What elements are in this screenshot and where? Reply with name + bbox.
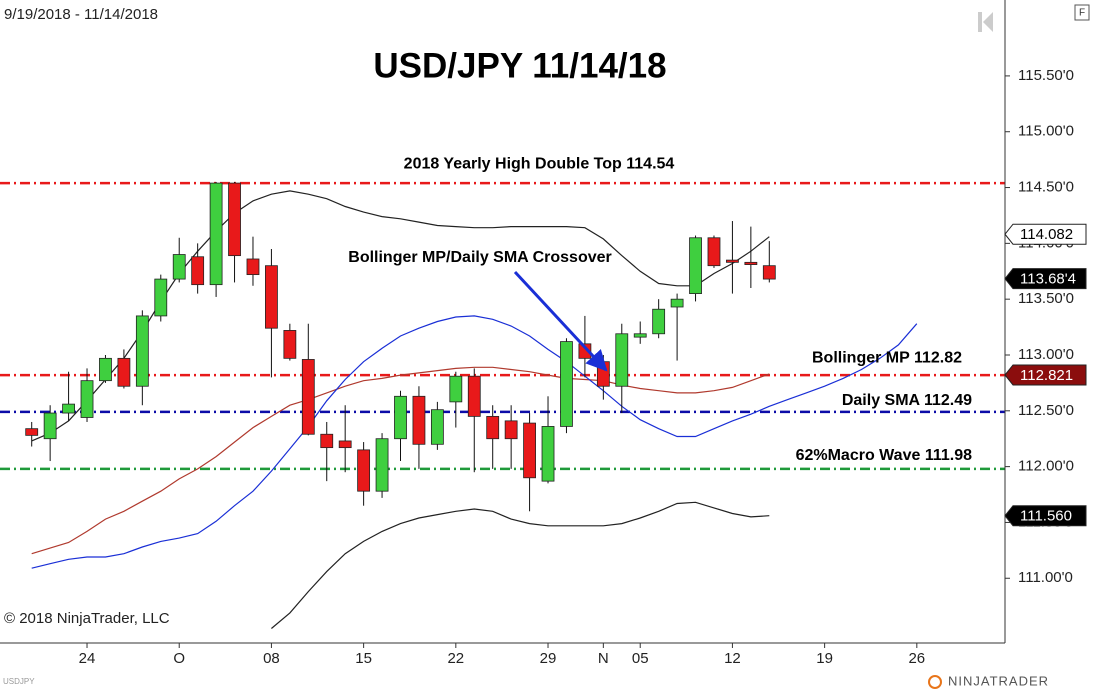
candle-body: [154, 278, 168, 317]
y-tick-label: 113.50'0: [1018, 290, 1074, 307]
candle-body: [394, 395, 407, 440]
candle-body: [633, 333, 647, 338]
corner-button[interactable]: [1074, 4, 1090, 21]
candle-body: [283, 330, 297, 359]
level-label: 2018 Yearly High Double Top 114.54: [404, 155, 675, 172]
y-tick-label: 112.50'0: [1018, 402, 1074, 419]
candle-body: [357, 449, 371, 492]
price-marker-label: 112.821: [1020, 367, 1073, 384]
level-label: 62%Macro Wave 111.98: [796, 447, 973, 464]
candle-body: [117, 357, 131, 387]
candle-body: [467, 375, 481, 417]
y-tick-label: 112.00'0: [1018, 458, 1074, 475]
candle-body: [338, 440, 352, 449]
candle-body: [726, 259, 739, 263]
candle-body: [172, 254, 186, 280]
candle-body: [301, 359, 315, 435]
callout-arrow: [513, 270, 608, 372]
y-tick-label: 111.00'0: [1018, 569, 1073, 586]
copyright: © 2018 NinjaTrader, LLC: [4, 610, 170, 627]
candle-body: [43, 412, 57, 440]
candle-body: [246, 258, 260, 276]
x-tick-label: 12: [724, 650, 741, 667]
candle-body: [99, 357, 112, 382]
indicator-line: [31, 366, 770, 555]
candle-body: [689, 237, 702, 294]
x-tick-label: O: [173, 650, 185, 667]
x-tick-label: 05: [632, 650, 649, 667]
date-range: 9/19/2018 - 11/14/2018: [4, 6, 158, 23]
candle-body: [209, 182, 223, 286]
x-tick-label: 26: [908, 650, 925, 667]
price-marker-label: 111.560: [1020, 508, 1072, 525]
x-tick-label: 08: [263, 650, 280, 667]
candle-body: [412, 395, 426, 445]
x-tick-label: 15: [355, 650, 372, 667]
candle-body: [541, 426, 555, 482]
candle-body: [504, 420, 518, 440]
y-tick-label: 113.00'0: [1018, 346, 1074, 363]
candle-body: [744, 261, 758, 265]
price-marker: [1004, 505, 1087, 527]
x-tick-label: 19: [816, 650, 833, 667]
candle-body: [228, 182, 241, 257]
price-marker: [1004, 364, 1087, 386]
candle-body: [430, 409, 444, 445]
price-marker: [1004, 268, 1087, 290]
candle-body: [670, 298, 684, 308]
scroll-icon-bar[interactable]: [978, 12, 982, 32]
y-tick-label: 115.50'0: [1018, 67, 1074, 84]
indicator-line: [271, 501, 770, 629]
chart-title: USD/JPY 11/14/18: [373, 46, 666, 85]
level-label: Bollinger MP 112.82: [812, 349, 962, 366]
candle-body: [762, 265, 776, 280]
candle-body: [523, 422, 536, 479]
corner-button-label[interactable]: F: [1079, 8, 1085, 19]
candle-body: [486, 415, 500, 440]
candle-body: [375, 438, 389, 492]
price-marker-label: 113.68'4: [1020, 271, 1076, 288]
candle-body: [62, 403, 75, 414]
candle-body: [615, 333, 629, 387]
x-tick-label: 29: [540, 650, 557, 667]
price-marker-label: 114.082: [1020, 226, 1073, 243]
candle-body: [135, 315, 149, 387]
symbol: USDJPY: [3, 677, 35, 686]
candle-body: [707, 237, 721, 267]
candle-body: [265, 265, 278, 329]
x-tick-label: 24: [79, 650, 96, 667]
scroll-icon-arrow[interactable]: [983, 12, 993, 32]
candle-body: [25, 428, 39, 436]
x-tick-label: 22: [447, 650, 464, 667]
x-tick-label: N: [598, 650, 609, 667]
callout-text: Bollinger MP/Daily SMA Crossover: [348, 249, 611, 266]
y-tick-label: 114.50'0: [1018, 179, 1074, 196]
candle-body: [449, 375, 463, 403]
candle-body: [560, 341, 573, 427]
y-tick-label: 115.00'0: [1018, 123, 1074, 140]
indicator-line: [31, 315, 918, 569]
price-marker: [1004, 223, 1087, 245]
scroll-icon[interactable]: [978, 12, 993, 32]
level-label: Daily SMA 112.49: [842, 392, 972, 409]
candle-body: [652, 308, 666, 335]
candle-body: [191, 256, 205, 286]
candle-body: [320, 433, 334, 449]
brand: NINJATRADER: [948, 673, 1049, 688]
brand-icon: [928, 675, 942, 689]
candle-body: [80, 380, 94, 418]
